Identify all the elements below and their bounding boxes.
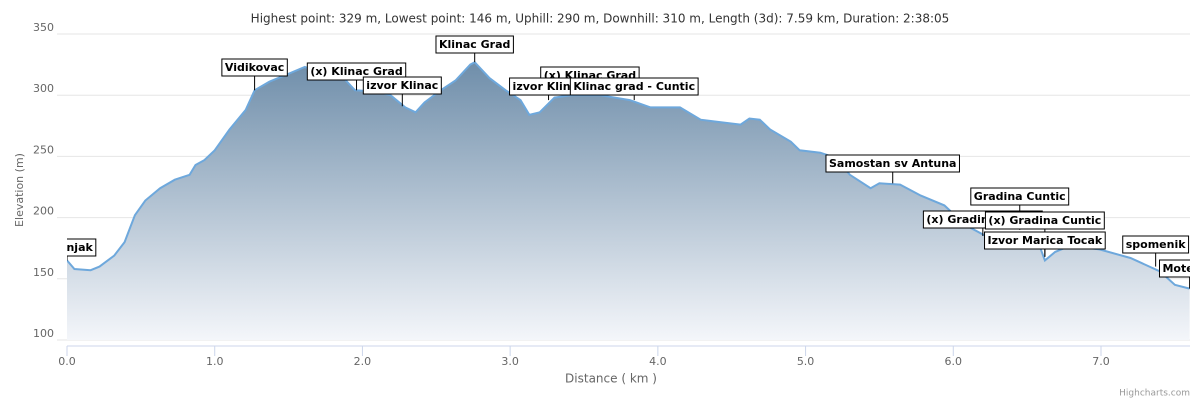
annotation-box xyxy=(970,187,1070,206)
credits: Highcharts.com xyxy=(1119,389,1190,399)
y-tick-label: 150 xyxy=(33,266,54,279)
annotation-label: Motel Ze xyxy=(1162,262,1200,275)
annotation-box xyxy=(306,62,407,81)
annotation-label: Tjesnjak xyxy=(41,241,93,254)
y-tick-label: 350 xyxy=(33,21,54,34)
y-axis-title: Elevation (m) xyxy=(13,153,26,227)
x-tick-label: 5.0 xyxy=(797,355,815,368)
annotation-label: Vidikovac xyxy=(225,61,284,74)
annotation-label: Samostan sv Antuna xyxy=(829,157,957,170)
x-tick-label: 2.0 xyxy=(354,355,372,368)
annotation-label: Gradina Cuntic xyxy=(974,190,1066,203)
x-tick-label: 3.0 xyxy=(501,355,519,368)
y-tick-label: 200 xyxy=(33,205,54,218)
annotation-box xyxy=(984,211,1105,230)
annotation-label: izvor Klinac xyxy=(513,80,585,93)
y-tick-label: 100 xyxy=(33,327,54,340)
annotation-label: spomenik xyxy=(1126,238,1187,251)
annotation-label: Klinac grad - Cuntic xyxy=(573,80,695,93)
x-tick-label: 6.0 xyxy=(945,355,963,368)
annotation-box xyxy=(825,154,960,173)
annotation-box xyxy=(1158,259,1190,278)
annotation-label: Klinac Grad xyxy=(439,38,510,51)
annotation-box xyxy=(67,238,97,257)
annotation-box xyxy=(362,76,442,95)
annotation-box xyxy=(984,231,1106,250)
y-tick-label: 250 xyxy=(33,143,54,156)
area-fill xyxy=(67,62,1190,340)
x-tick-label: 7.0 xyxy=(1092,355,1110,368)
x-tick-label: 4.0 xyxy=(649,355,667,368)
annotation-box xyxy=(221,58,288,77)
annotation-label: Izvor Marica Tocak xyxy=(988,234,1103,247)
y-tick-label: 300 xyxy=(33,82,54,95)
chart-title: Highest point: 329 m, Lowest point: 146 … xyxy=(251,12,950,26)
annotation-label: (x) Klinac Grad xyxy=(310,65,402,78)
annotation-label: izvor Klinac xyxy=(366,79,438,92)
annotation-label: (x) Gradina Cuntic xyxy=(988,214,1101,227)
annotation-box xyxy=(569,77,699,96)
x-tick-label: 1.0 xyxy=(206,355,224,368)
annotation-box xyxy=(1122,235,1190,254)
x-tick-label: 0.0 xyxy=(58,355,76,368)
x-axis-title: Distance ( km ) xyxy=(565,372,657,386)
annotation-box xyxy=(435,35,514,54)
